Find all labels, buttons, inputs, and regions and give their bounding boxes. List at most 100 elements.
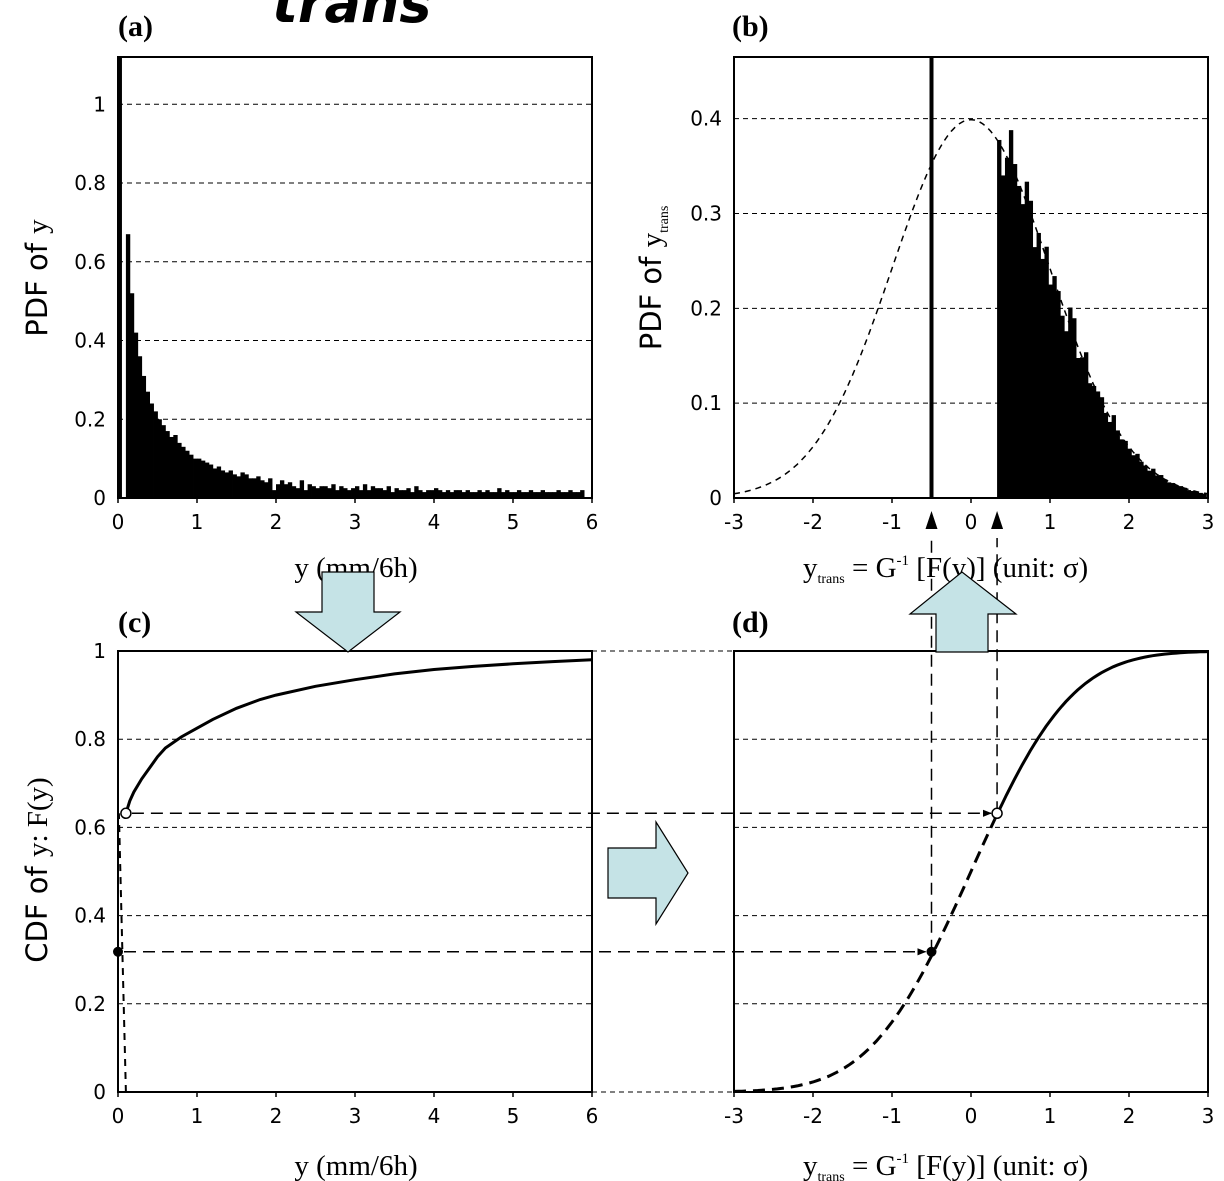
bar (303, 490, 308, 498)
bar (418, 490, 423, 498)
bar (461, 492, 466, 498)
cdf-curve-c (124, 658, 593, 814)
bar (1174, 485, 1180, 498)
bar (1135, 453, 1140, 498)
axes-frame (117, 650, 593, 1093)
y-tick-label: 0 (93, 486, 106, 510)
bar (406, 488, 411, 498)
bar (520, 492, 526, 498)
ylabel-b: PDF of ytrans (634, 206, 672, 351)
x-tick-label: 3 (1202, 1104, 1215, 1128)
bar (355, 486, 360, 498)
bar (240, 472, 245, 498)
bar (1166, 482, 1172, 498)
bar (481, 492, 486, 498)
bar (189, 454, 194, 498)
grid-d (734, 738, 1208, 1005)
x-tick-label: 1 (1044, 510, 1057, 534)
up-marker-icon (991, 511, 1004, 529)
top-title-fragment: trans (272, 0, 431, 35)
x-tick-label: 2 (270, 510, 283, 534)
bar (197, 458, 202, 498)
bar (1048, 284, 1053, 498)
bar (378, 488, 384, 498)
bar (315, 488, 320, 498)
bar (1056, 291, 1061, 498)
bar (1182, 487, 1188, 498)
y-tick-label: 0.4 (74, 329, 106, 353)
x-tick-label: 0 (112, 510, 125, 534)
panel-label-b: (b) (732, 10, 769, 43)
bar (185, 450, 190, 498)
axes-frame (117, 56, 593, 499)
bar (505, 490, 510, 498)
bar (224, 472, 229, 498)
bar (528, 490, 534, 498)
bar (453, 490, 459, 498)
x-tick-label: 3 (349, 1104, 362, 1128)
bar (1076, 358, 1081, 498)
histogram-b (929, 57, 1207, 499)
bar (1044, 246, 1049, 498)
svg-text:ytrans = G-1 [F(y)] (unit: σ): ytrans = G-1 [F(y)] (unit: σ) (803, 552, 1088, 587)
bar (1001, 175, 1006, 498)
bar (469, 492, 474, 498)
open-point (120, 807, 132, 820)
bar (347, 490, 352, 498)
bar (193, 458, 198, 498)
bar (323, 486, 328, 498)
bar (410, 492, 415, 498)
y-tick-label: 1 (93, 639, 106, 663)
bar (997, 139, 1002, 498)
bar (173, 435, 178, 498)
bar (386, 486, 391, 498)
bar (311, 486, 316, 498)
bar (287, 482, 293, 498)
grid-b (734, 118, 1208, 404)
ylabel-a: PDF of y (20, 219, 54, 337)
bar (1060, 315, 1065, 498)
bar (244, 474, 249, 498)
bar (501, 492, 506, 498)
bar (181, 446, 186, 498)
bar (1155, 475, 1160, 498)
bar (276, 484, 281, 498)
bar (398, 490, 403, 498)
bar (331, 484, 336, 498)
bar (307, 484, 312, 498)
bar (1087, 383, 1093, 498)
bar (256, 476, 261, 498)
bar (1052, 276, 1057, 498)
grid-a (118, 103, 592, 420)
ylabel-c: CDF of y: F(y) (20, 777, 54, 962)
bar (1107, 421, 1113, 498)
cdf-solid-segment (993, 650, 1209, 821)
bar (153, 411, 158, 498)
bar (532, 492, 538, 498)
bar (137, 356, 143, 498)
bar (430, 490, 435, 498)
bar (129, 293, 135, 498)
bar (1127, 448, 1132, 498)
svg-text:ytrans = G-1 [F(y)] (unit: σ): ytrans = G-1 [F(y)] (unit: σ) (803, 1150, 1088, 1181)
open-point (991, 807, 1003, 820)
bar (1131, 455, 1136, 498)
bar (1186, 490, 1192, 498)
bar (283, 484, 289, 498)
bar (1083, 352, 1089, 498)
bar (161, 425, 166, 498)
bar (1032, 247, 1037, 498)
x-tick-label: 4 (428, 510, 441, 534)
bar (1020, 204, 1026, 498)
bar (485, 490, 490, 498)
x-tick-label: 0 (965, 1104, 978, 1128)
bar (204, 462, 210, 498)
x-tick-label: 5 (507, 510, 520, 534)
bar (272, 490, 277, 498)
bar (232, 474, 237, 498)
bar (422, 492, 427, 498)
y-tick-label: 0.8 (74, 727, 106, 751)
bar (208, 464, 214, 498)
right-arrow-icon (607, 819, 689, 927)
